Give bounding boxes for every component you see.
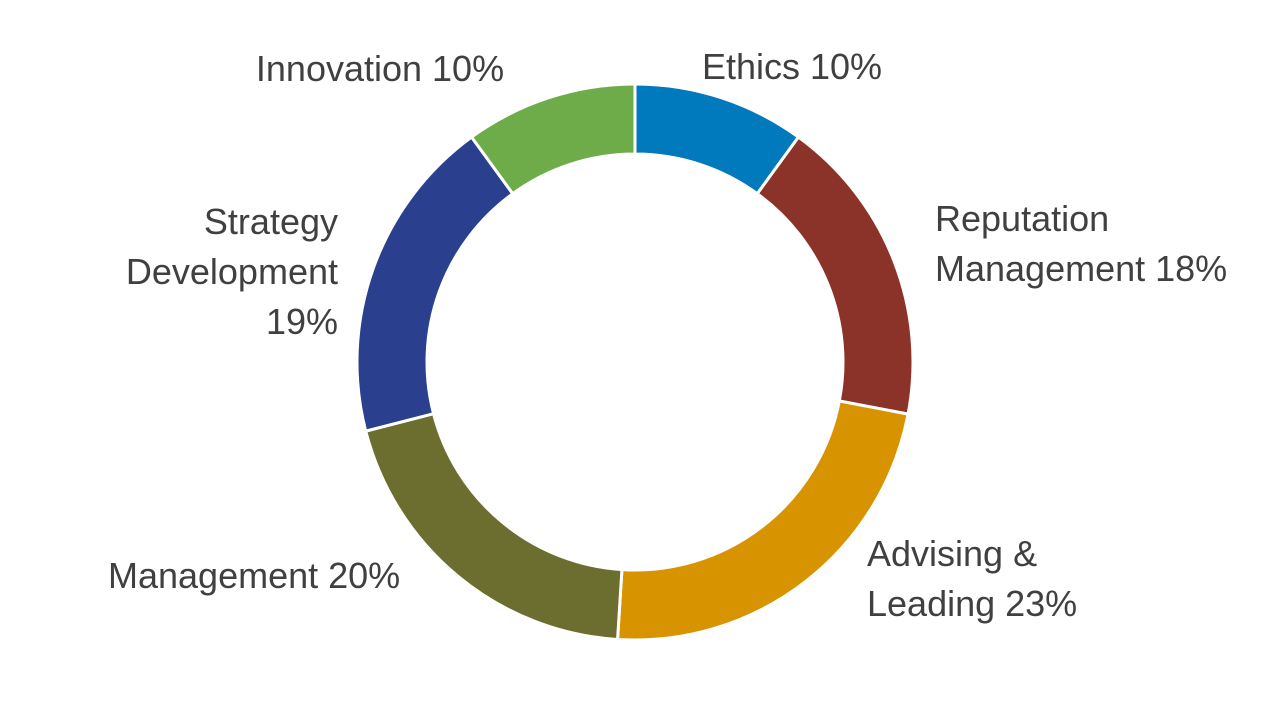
slice-label-advising-leading: Advising & Leading 23% [867,529,1077,629]
slice-label-line: Advising & [867,533,1038,574]
slice-label-management: Management 20% [108,551,400,601]
slice-label-line: Management 18% [935,248,1228,289]
donut-slice-management[interactable] [364,412,624,641]
donut-slice-advising-leading[interactable] [616,399,910,642]
slice-label-line: Management 20% [108,555,401,596]
slice-label-line: Innovation 10% [255,48,505,89]
slice-label-line: Reputation [935,198,1110,239]
slice-label-line: Leading 23% [867,583,1078,624]
donut-slice-strategy-development[interactable] [355,135,515,433]
donut-slice-reputation-management[interactable] [755,135,915,416]
slice-label-line: Development [125,251,338,292]
slice-label-line: 19% [265,301,338,342]
slice-label-strategy-development: Strategy Development 19% [126,197,338,347]
slice-label-innovation: Innovation 10% [255,44,505,94]
slice-label-line: Ethics 10% [701,46,883,87]
slice-label-reputation-management: Reputation Management 18% [935,194,1227,294]
slice-label-line: Strategy [203,201,338,242]
donut-slice-innovation[interactable] [470,82,637,196]
slice-label-ethics: Ethics 10% [667,42,917,92]
